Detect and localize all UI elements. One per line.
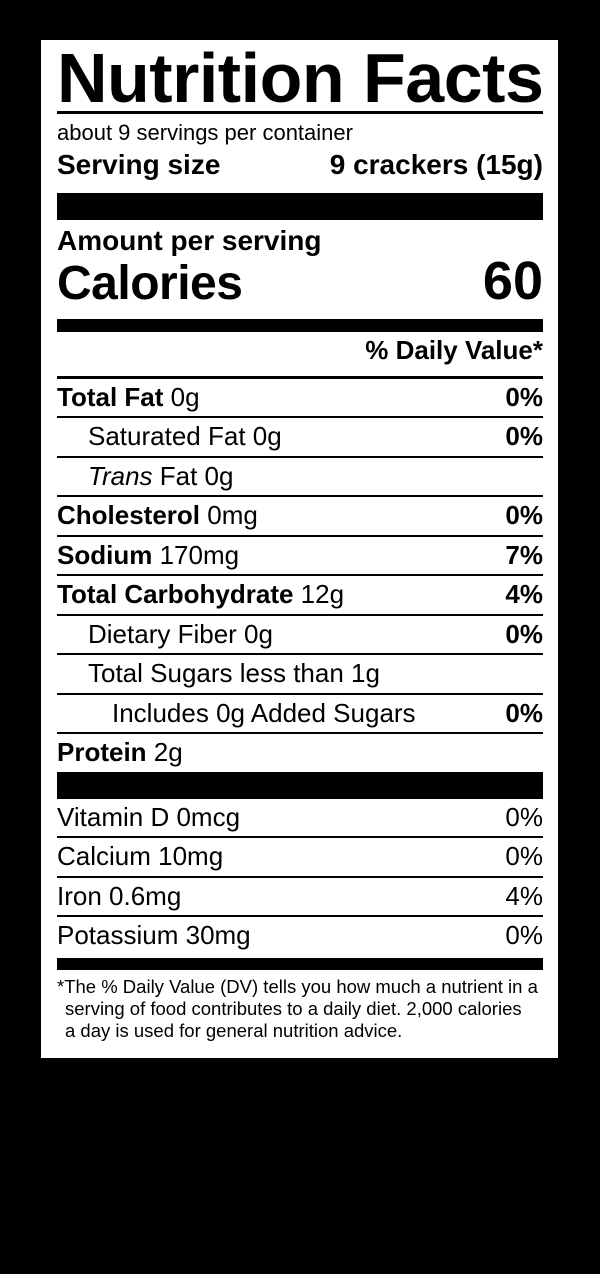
footnote-line: a day is used for general nutrition advi…	[65, 1019, 403, 1041]
nutrient-table-top-rule	[57, 376, 543, 379]
nutrient-name: Iron 0.6mg	[57, 880, 182, 911]
daily-value: 0%	[505, 500, 543, 530]
serving-size-row: Serving size 9 crackers (15g)	[57, 150, 543, 180]
row-total-carbohydrate: Total Carbohydrate 12g 4%	[57, 576, 543, 616]
row-cholesterol: Cholesterol 0mg 0%	[57, 497, 543, 537]
nutrient-name: Dietary Fiber 0g	[88, 618, 273, 649]
row-trans-fat: Trans Fat 0g	[57, 458, 543, 497]
daily-value: 0%	[505, 421, 543, 451]
nutrient-name: Vitamin D 0mcg	[57, 801, 241, 832]
nutrient-name: Sodium 170mg	[57, 539, 240, 570]
nutrient-name: Cholesterol 0mg	[57, 500, 258, 530]
row-sodium: Sodium 170mg 7%	[57, 537, 543, 576]
footnote-line: *The % Daily Value (DV) tells you how mu…	[57, 975, 538, 997]
daily-value: 0%	[505, 920, 543, 950]
row-vitamin-d: Vitamin D 0mcg 0%	[57, 799, 543, 838]
nutrient-name: Total Sugars less than 1g	[88, 658, 380, 688]
row-dietary-fiber: Dietary Fiber 0g 0%	[57, 616, 543, 655]
serving-size-value: 9 crackers (15g)	[329, 149, 543, 180]
daily-value: 0%	[505, 801, 543, 832]
daily-value: 0%	[505, 381, 543, 412]
daily-value: 7%	[505, 539, 543, 570]
daily-value-footnote: *The % Daily Value (DV) tells you how mu…	[57, 976, 543, 1042]
label-title: Nutrition Facts	[57, 39, 544, 117]
row-added-sugars: Includes 0g Added Sugars 0%	[57, 695, 543, 734]
row-saturated-fat: Saturated Fat 0g 0%	[57, 418, 543, 458]
medium-divider-bar	[57, 957, 543, 970]
nutrient-name: Potassium 30mg	[57, 920, 251, 950]
nutrient-name: Protein 2g	[57, 737, 183, 767]
servings-per-container: about 9 servings per container	[57, 120, 353, 145]
medium-divider-bar	[57, 319, 543, 332]
nutrient-name: Trans Fat 0g	[88, 460, 234, 491]
thick-divider-bar	[57, 193, 543, 220]
row-calcium: Calcium 10mg 0%	[57, 838, 543, 878]
daily-value: 0%	[505, 841, 543, 871]
daily-value-header: % Daily Value*	[365, 335, 543, 365]
nutrient-name: Total Carbohydrate 12g	[57, 579, 345, 609]
calories-label: Calories	[57, 257, 243, 310]
title-divider	[57, 111, 543, 114]
daily-value: 0%	[505, 618, 543, 649]
amount-per-serving-label: Amount per serving	[57, 225, 322, 256]
calories-value: 60	[482, 251, 543, 311]
row-protein: Protein 2g	[57, 734, 543, 772]
daily-value: 4%	[505, 880, 543, 911]
footnote-line: serving of food contributes to a daily d…	[65, 997, 522, 1019]
daily-value: 4%	[505, 579, 543, 609]
nutrient-name: Includes 0g Added Sugars	[112, 697, 416, 728]
row-total-sugars: Total Sugars less than 1g	[57, 655, 543, 695]
thick-divider-bar	[57, 771, 543, 799]
calories-row: Calories 60	[57, 251, 543, 311]
nutrient-name: Total Fat 0g	[57, 381, 200, 412]
row-potassium: Potassium 30mg 0%	[57, 917, 543, 955]
serving-size-label: Serving size	[57, 149, 221, 180]
row-iron: Iron 0.6mg 4%	[57, 878, 543, 917]
daily-value: 0%	[505, 697, 543, 728]
nutrient-name: Saturated Fat 0g	[88, 421, 282, 451]
nutrition-facts-label: Nutrition Facts about 9 servings per con…	[41, 40, 558, 1058]
nutrient-name: Calcium 10mg	[57, 841, 224, 871]
row-total-fat: Total Fat 0g 0%	[57, 379, 543, 418]
